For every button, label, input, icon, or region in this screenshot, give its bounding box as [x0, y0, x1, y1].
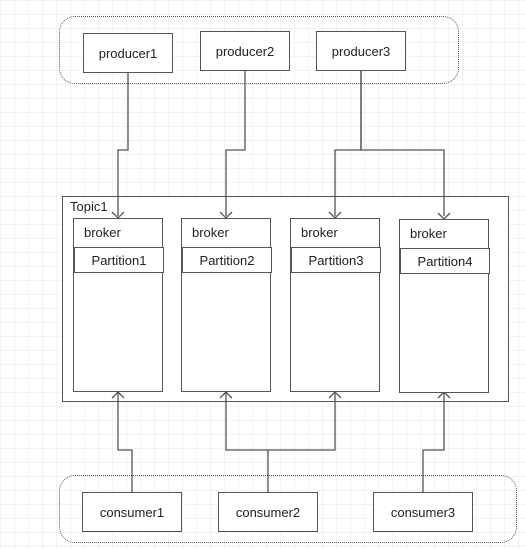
partition-node: Partition3	[291, 247, 381, 273]
broker-node: broker Partition4	[399, 219, 489, 393]
producer-node: producer2	[200, 31, 290, 71]
producer-node: producer3	[316, 31, 406, 71]
consumer-node: consumer1	[82, 492, 182, 532]
consumer-node: consumer3	[373, 492, 473, 532]
broker-node: broker Partition1	[73, 218, 163, 392]
topic-label: Topic1	[70, 199, 108, 214]
partition-node: Partition2	[182, 247, 272, 273]
broker-label: broker	[410, 226, 447, 241]
partition-node: Partition4	[400, 248, 490, 274]
producer-node: producer1	[83, 33, 173, 73]
diagram-canvas: Topic1 producer1 producer2 producer3 broker…	[0, 0, 526, 549]
edge	[335, 71, 361, 216]
broker-node: broker Partition3	[290, 218, 380, 392]
broker-label: broker	[84, 225, 121, 240]
consumer-node: consumer2	[218, 492, 318, 532]
edge	[118, 73, 128, 216]
edge	[361, 71, 444, 216]
broker-label: broker	[301, 225, 338, 240]
partition-node: Partition1	[74, 247, 164, 273]
edge	[226, 71, 245, 216]
broker-label: broker	[192, 225, 229, 240]
broker-node: broker Partition2	[181, 218, 271, 392]
